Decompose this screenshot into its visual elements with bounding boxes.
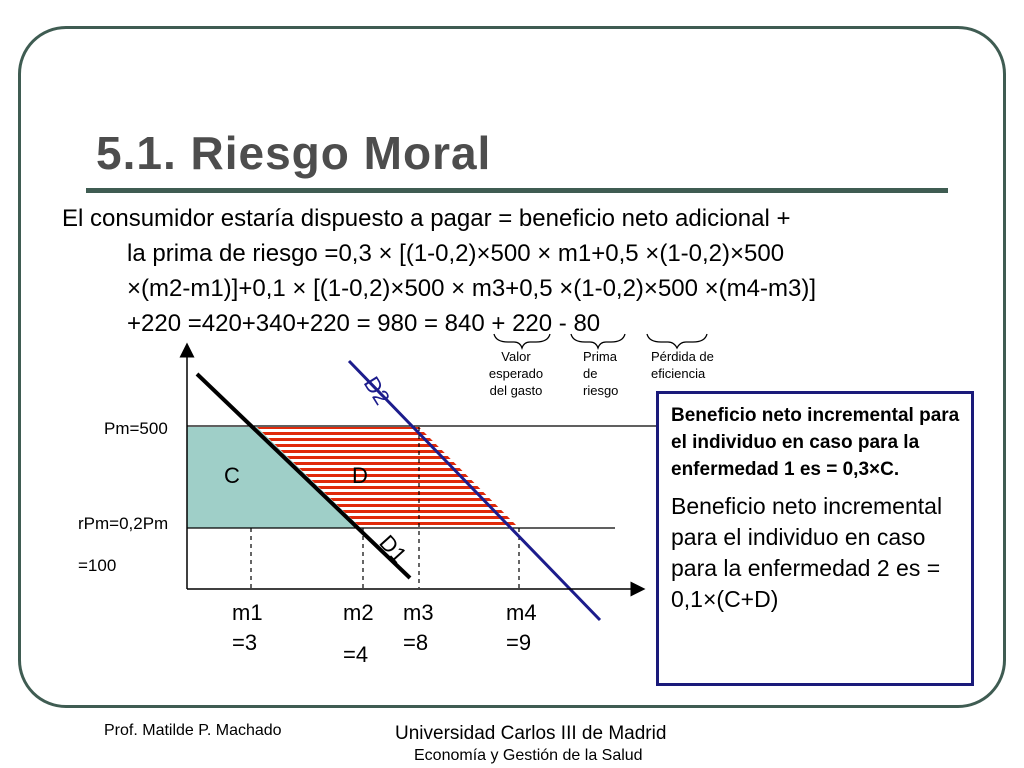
slide-title: 5.1. Riesgo Moral: [96, 127, 492, 179]
d2-curve: [347, 359, 602, 622]
rpm-label: rPm=0,2Pm: [78, 514, 169, 533]
slide-frame: [18, 26, 1006, 708]
brace-label-perdida: Pérdida de eficiencia: [651, 349, 714, 381]
brace-perdida: [646, 333, 708, 350]
value-220: 220: [512, 310, 553, 337]
body-line-4: +220 =420+340+220 = 980 = 840 + 220 - 80: [127, 310, 600, 338]
m4-label: m4 =9: [506, 600, 537, 655]
body-line-1: El consumidor estaría dispuesto a pagar …: [62, 205, 791, 232]
title-underline: [86, 188, 948, 193]
m1-label: m1 =3: [232, 600, 263, 655]
info-box: Beneficio neto incremental para el indiv…: [656, 391, 974, 686]
pm-label: Pm=500: [104, 419, 168, 438]
brace-prima: [570, 333, 626, 351]
m3-label: m3 =8: [403, 600, 434, 655]
rpm-value-label: =100: [78, 556, 117, 575]
minus-sign: -: [552, 310, 574, 337]
body-line-3: ×(m2-m1)]+0,1 × [(1-0,2)×500 × m3+0,5 ×(…: [127, 275, 816, 302]
brace-label-prima: Prima de riesgo: [583, 349, 619, 398]
equation-prefix: +220 =420+340+220 = 980 =: [127, 310, 445, 337]
value-80: 80: [573, 310, 601, 337]
m2-label: m2 =4: [343, 600, 374, 667]
d1-curve: [195, 372, 412, 580]
footer-author: Prof. Matilde P. Machado: [104, 722, 282, 739]
brace-valor: [493, 333, 551, 351]
info-box-disease1: Beneficio neto incremental para el indiv…: [671, 405, 960, 480]
footer-university: Universidad Carlos III de Madrid: [395, 723, 667, 744]
value-840: 840: [444, 310, 485, 337]
area-c: [187, 427, 361, 528]
area-d-label: D: [352, 463, 368, 488]
area-d: [257, 427, 519, 528]
footer-course: Economía y Gestión de la Salud: [414, 747, 643, 764]
info-box-disease2: Beneficio neto incremental para el indiv…: [671, 493, 943, 612]
body-line-2: la prima de riesgo =0,3 × [(1-0,2)×500 ×…: [127, 240, 785, 267]
plus-sign: +: [484, 310, 513, 337]
area-c-label: C: [224, 463, 240, 488]
brace-label-valor: Valor esperado del gasto: [488, 349, 544, 398]
